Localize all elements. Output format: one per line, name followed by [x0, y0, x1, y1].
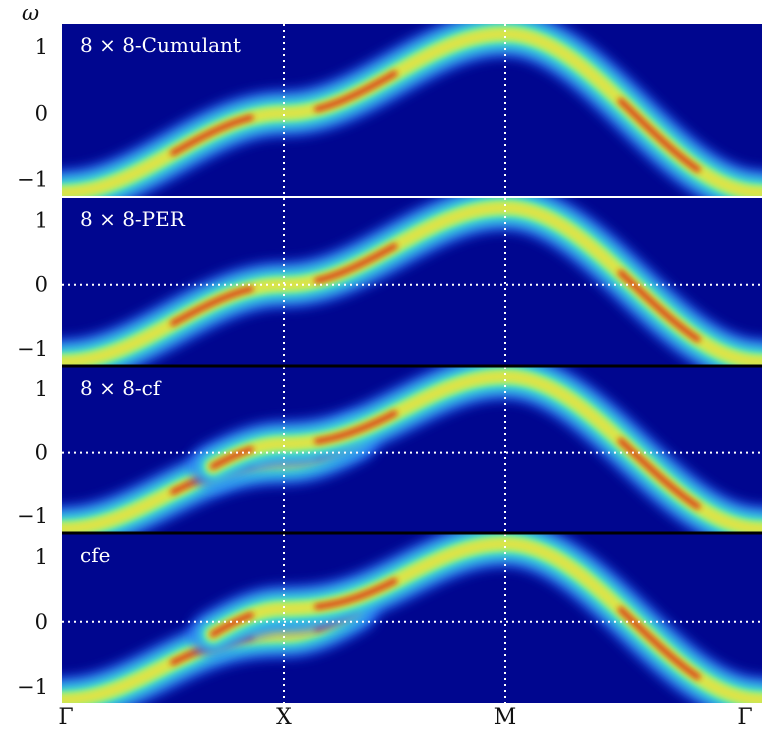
panel-1: 8 × 8-Cumulant 1 0 −1 — [17, 24, 762, 196]
y-tick-label: 1 — [35, 208, 48, 232]
panel-label: 8 × 8-PER — [80, 207, 186, 231]
y-tick-label: −1 — [17, 504, 48, 528]
intensity-peak-1 — [210, 446, 254, 470]
k-point-label: Γ — [58, 705, 73, 730]
y-axis-label: ω — [22, 1, 39, 25]
y-tick-label: 0 — [35, 273, 48, 297]
panel-4: cfe 1 0 −1 — [17, 531, 762, 703]
y-tick-label: −1 — [17, 675, 48, 699]
intensity-peak-1 — [210, 612, 254, 638]
intensity-peak-2 — [314, 410, 398, 445]
panel-2: 8 × 8-PER 1 0 −1 — [17, 198, 762, 365]
intensity-peak-2 — [314, 578, 398, 610]
y-tick-label: 1 — [35, 545, 48, 569]
y-tick-label: −1 — [17, 337, 48, 361]
intensity-peak-3 — [617, 97, 701, 173]
y-tick-label: −1 — [17, 167, 48, 191]
y-tick-label: 1 — [35, 377, 48, 401]
y-tick-label: 0 — [35, 101, 48, 125]
panel-label: 8 × 8-cf — [80, 376, 162, 400]
y-tick-label: 1 — [35, 35, 48, 59]
k-point-label: M — [494, 705, 517, 730]
intensity-peak-2 — [314, 70, 398, 112]
panel-label: cfe — [80, 543, 110, 567]
y-tick-label: 0 — [35, 610, 48, 634]
panel-3: 8 × 8-cf 1 0 −1 — [17, 364, 762, 532]
k-point-label: X — [276, 705, 292, 730]
intensity-peak-2 — [314, 243, 398, 284]
y-tick-label: 0 — [35, 441, 48, 465]
intensity-peak-1 — [170, 114, 254, 156]
k-point-label: Γ — [737, 705, 752, 730]
panel-label: 8 × 8-Cumulant — [80, 33, 241, 57]
intensity-peak-1 — [170, 285, 254, 327]
